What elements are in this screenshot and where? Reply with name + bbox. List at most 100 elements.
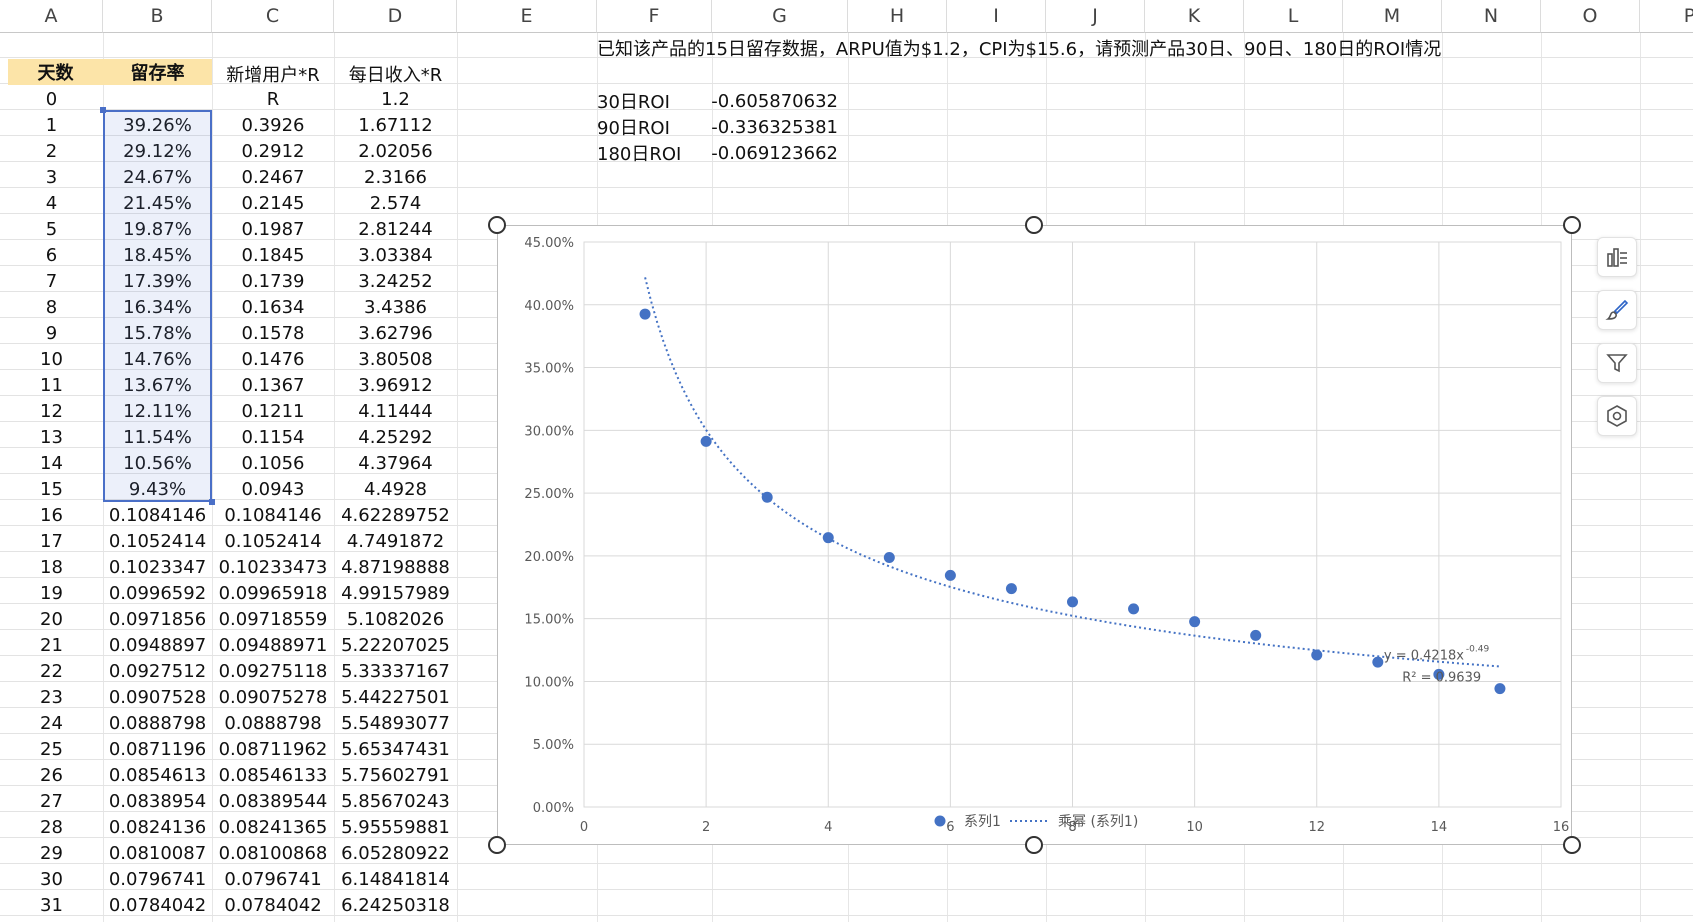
cell-day[interactable]: 24 xyxy=(40,712,63,734)
cell-new-users[interactable]: 0.10233473 xyxy=(218,556,328,578)
data-point[interactable] xyxy=(1311,649,1323,661)
chart-resize-handle[interactable] xyxy=(488,216,506,234)
column-header-d[interactable]: D xyxy=(334,0,457,33)
power-trendline[interactable] xyxy=(644,277,1500,668)
cell-revenue[interactable]: 5.85670243 xyxy=(341,790,450,812)
data-point[interactable] xyxy=(944,569,956,581)
cell-retention[interactable]: 17.39% xyxy=(123,270,192,292)
cell-day[interactable]: 10 xyxy=(40,348,63,370)
selection-handle[interactable] xyxy=(100,107,106,113)
cell-day[interactable]: 9 xyxy=(45,322,58,344)
cell-day[interactable]: 4 xyxy=(45,192,58,214)
cell-day[interactable]: 16 xyxy=(40,504,63,526)
cell-new-users[interactable]: 0.09075278 xyxy=(218,686,328,708)
cell-retention[interactable]: 9.43% xyxy=(128,478,187,500)
cell-retention[interactable]: 0.0907528 xyxy=(108,686,207,708)
cell-new-users[interactable]: 0.1845 xyxy=(241,244,305,266)
data-point[interactable] xyxy=(1250,629,1262,641)
cell-revenue[interactable]: 5.22207025 xyxy=(341,634,450,656)
cell-retention[interactable]: 0.0996592 xyxy=(108,582,207,604)
cell-new-users[interactable]: 0.09718559 xyxy=(218,608,328,630)
cell-new-users[interactable]: 0.1634 xyxy=(241,296,305,318)
cell-day[interactable]: 30 xyxy=(40,868,63,890)
cell-new-users[interactable]: 0.1367 xyxy=(241,374,305,396)
cell-retention[interactable]: 0.0888798 xyxy=(108,712,207,734)
column-header-o[interactable]: O xyxy=(1541,0,1640,33)
roi-label[interactable]: 30日ROI xyxy=(597,92,670,113)
cell-new-users[interactable]: 0.09965918 xyxy=(218,582,328,604)
roi-value[interactable]: -0.605870632 xyxy=(711,90,838,112)
cell-day[interactable]: 6 xyxy=(45,244,58,266)
cell-revenue[interactable]: 3.24252 xyxy=(358,270,433,292)
roi-value[interactable]: -0.336325381 xyxy=(711,116,838,138)
chart-resize-handle[interactable] xyxy=(1025,216,1043,234)
roi-label[interactable]: 90日ROI xyxy=(597,118,670,139)
cell-day[interactable]: 0 xyxy=(45,88,58,110)
cell-retention[interactable]: 0.0971856 xyxy=(108,608,207,630)
chart-resize-handle[interactable] xyxy=(488,836,506,854)
column-header-i[interactable]: I xyxy=(947,0,1046,33)
column-header-h[interactable]: H xyxy=(848,0,947,33)
cell-new-users[interactable]: 0.1154 xyxy=(241,426,305,448)
cell-new-users[interactable]: 0.0796741 xyxy=(224,868,322,890)
cell-retention[interactable]: 0.0854613 xyxy=(108,764,207,786)
cell-retention[interactable]: 18.45% xyxy=(123,244,192,266)
cell-day[interactable]: 3 xyxy=(45,166,58,188)
cell-revenue[interactable]: 6.05280922 xyxy=(341,842,450,864)
cell-retention[interactable]: 11.54% xyxy=(123,426,192,448)
cell-revenue[interactable]: 3.80508 xyxy=(358,348,433,370)
cell-retention[interactable]: 10.56% xyxy=(123,452,192,474)
cell-revenue[interactable]: 6.24250318 xyxy=(341,894,450,916)
column-header-e[interactable]: E xyxy=(457,0,597,33)
cell-new-users[interactable]: 0.08100868 xyxy=(218,842,328,864)
data-point[interactable] xyxy=(822,532,834,544)
cell-revenue[interactable]: 5.44227501 xyxy=(341,686,450,708)
cell-retention[interactable]: 0.0810087 xyxy=(108,842,207,864)
cell-new-users[interactable]: 0.1476 xyxy=(241,348,305,370)
cell-revenue[interactable]: 5.1082026 xyxy=(346,608,445,630)
chart-resize-handle[interactable] xyxy=(1563,836,1581,854)
cell-revenue[interactable]: 4.99157989 xyxy=(341,582,450,604)
column-header-n[interactable]: N xyxy=(1442,0,1541,33)
data-point[interactable] xyxy=(1433,668,1445,680)
cell-day[interactable]: 25 xyxy=(40,738,63,760)
cell-retention[interactable]: 0.1023347 xyxy=(108,556,207,578)
cell-retention[interactable]: 0.0784042 xyxy=(108,894,207,916)
cell-new-users[interactable]: 0.3926 xyxy=(241,114,305,136)
cell-day[interactable]: 12 xyxy=(40,400,63,422)
cell-retention[interactable]: 0.0838954 xyxy=(108,790,207,812)
cell-revenue[interactable]: 4.7491872 xyxy=(346,530,445,552)
cell-day[interactable]: 29 xyxy=(40,842,63,864)
header-day[interactable]: 天数 xyxy=(8,59,103,85)
cell-retention[interactable]: 13.67% xyxy=(123,374,192,396)
cell-new-users[interactable]: 0.08711962 xyxy=(218,738,328,760)
column-header-f[interactable]: F xyxy=(597,0,712,33)
cell-new-users[interactable]: R xyxy=(266,88,280,110)
legend-series-marker[interactable] xyxy=(934,815,946,827)
column-header-p[interactable]: P xyxy=(1640,0,1693,33)
chart-styles-button[interactable] xyxy=(1597,290,1637,330)
cell-revenue[interactable]: 2.574 xyxy=(369,192,422,214)
cell-new-users[interactable]: 0.0888798 xyxy=(224,712,322,734)
cell-new-users[interactable]: 0.2145 xyxy=(241,192,305,214)
cell-revenue[interactable]: 2.02056 xyxy=(358,140,433,162)
cell-revenue[interactable]: 4.87198888 xyxy=(341,556,450,578)
cell-day[interactable]: 18 xyxy=(40,556,63,578)
cell-retention[interactable]: 0.0927512 xyxy=(108,660,207,682)
header-daily-revenue[interactable]: 每日收入*R xyxy=(348,65,443,86)
cell-day[interactable]: 14 xyxy=(40,452,63,474)
cell-new-users[interactable]: 0.09275118 xyxy=(218,660,328,682)
cell-revenue[interactable]: 2.81244 xyxy=(358,218,433,240)
cell-retention[interactable]: 12.11% xyxy=(123,400,192,422)
cell-revenue[interactable]: 4.4928 xyxy=(364,478,427,500)
cell-new-users[interactable]: 0.1211 xyxy=(241,400,305,422)
cell-revenue[interactable]: 5.54893077 xyxy=(341,712,450,734)
cell-day[interactable]: 17 xyxy=(40,530,63,552)
column-header-c[interactable]: C xyxy=(212,0,334,33)
cell-day[interactable]: 7 xyxy=(45,270,58,292)
cell-revenue[interactable]: 2.3166 xyxy=(364,166,427,188)
cell-revenue[interactable]: 1.67112 xyxy=(358,114,433,136)
data-point[interactable] xyxy=(1067,596,1078,608)
column-header-m[interactable]: M xyxy=(1343,0,1442,33)
data-point[interactable] xyxy=(761,491,773,503)
